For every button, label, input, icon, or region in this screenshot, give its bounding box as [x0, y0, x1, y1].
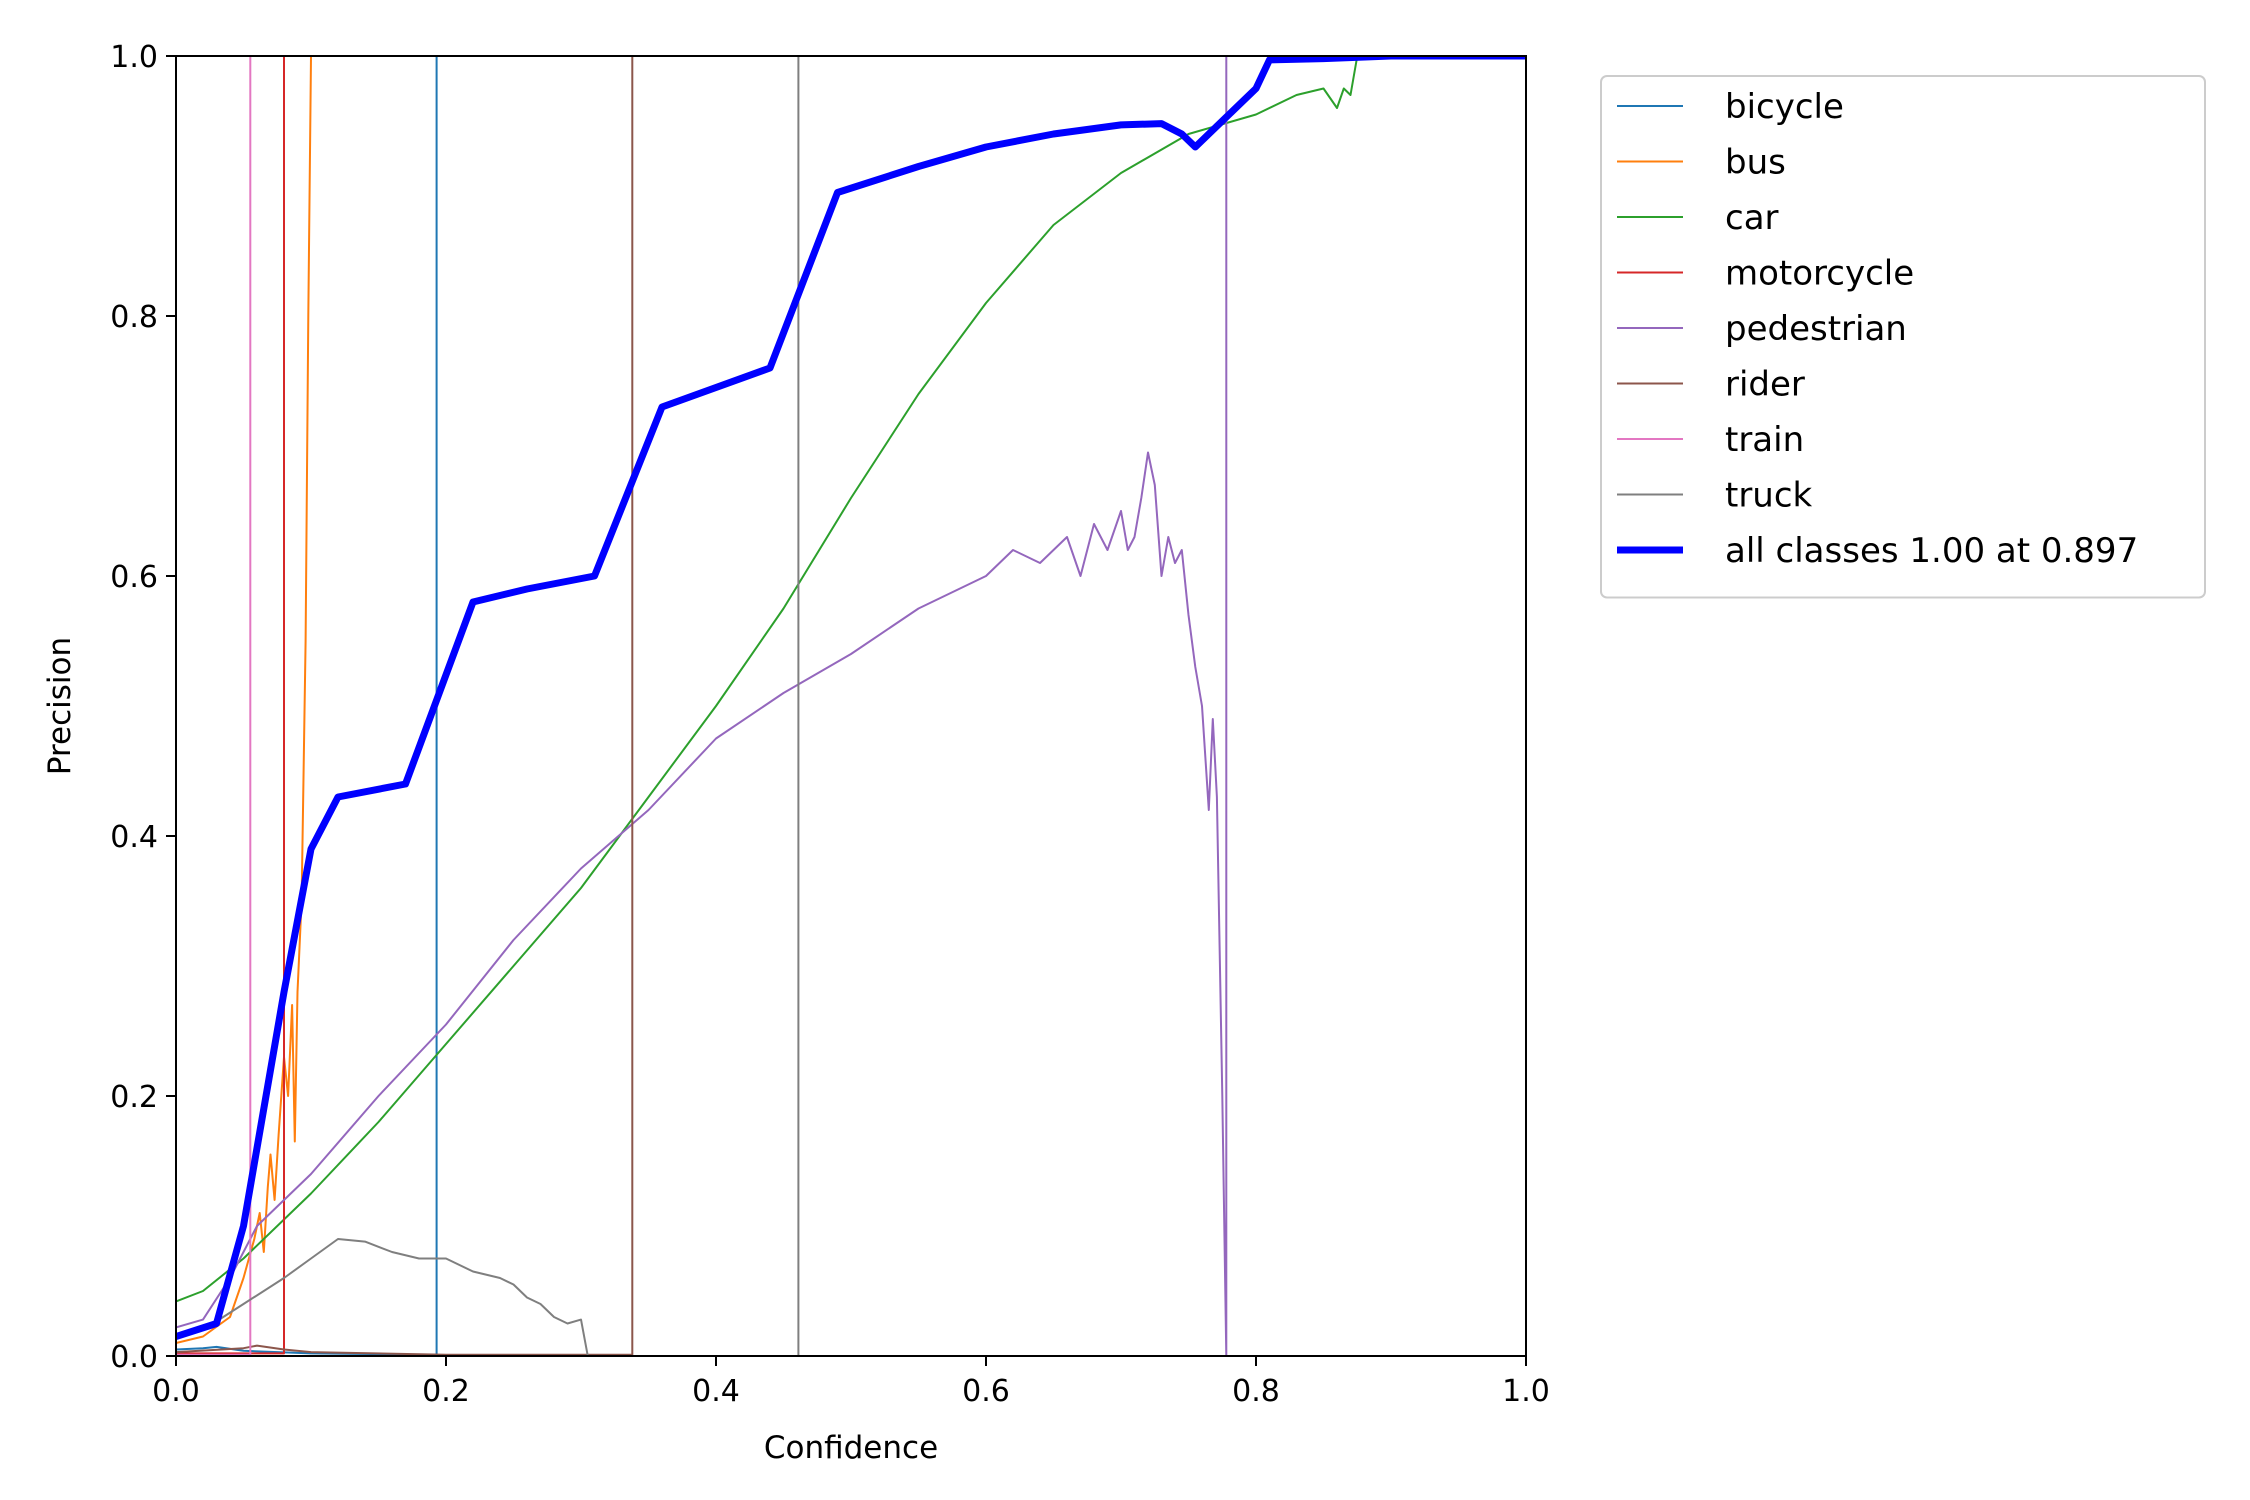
series-line-4 — [176, 56, 1526, 1356]
x-tick-label: 0.8 — [1232, 1374, 1280, 1409]
y-tick-label: 0.8 — [110, 300, 158, 335]
y-tick-label: 1.0 — [110, 40, 158, 75]
x-tick-label: 0.0 — [152, 1374, 200, 1409]
y-tick-label: 0.6 — [110, 560, 158, 595]
series-line-7 — [176, 56, 1526, 1356]
series-line-8 — [176, 56, 1526, 1340]
legend-entry-label: all classes 1.00 at 0.897 — [1725, 531, 2138, 571]
legend-entry-label: train — [1725, 420, 1804, 460]
x-axis-label: Confidence — [764, 1430, 938, 1466]
series-line-0 — [176, 56, 1526, 1356]
x-tick-label: 0.2 — [422, 1374, 470, 1409]
x-tick-label: 0.6 — [962, 1374, 1010, 1409]
legend-entry-label: car — [1725, 198, 1779, 238]
plot-frame — [175, 55, 1527, 1357]
legend-box — [1600, 75, 2206, 599]
y-tick-label: 0.0 — [110, 1340, 158, 1375]
legend: bicycle bus car motorcycle pedestrian rider tr… — [1600, 75, 2206, 599]
legend-entry-label: bus — [1725, 143, 1786, 183]
y-axis-label: Precision — [42, 637, 78, 775]
legend-entry-label: motorcycle — [1725, 254, 1914, 294]
x-tick-label: 0.4 — [692, 1374, 740, 1409]
legend-entry-label: truck — [1725, 476, 1813, 516]
legend-entry-label: pedestrian — [1725, 309, 1907, 349]
legend-entry-label: rider — [1725, 365, 1805, 405]
series-line-6 — [176, 56, 1526, 1356]
series-line-2 — [176, 56, 1526, 1303]
series-group — [176, 56, 1526, 1356]
x-axis: 0.0 0.2 0.4 0.6 0.8 1.0 — [152, 1356, 1550, 1409]
series-line-1 — [176, 56, 1526, 1344]
y-tick-label: 0.4 — [110, 820, 158, 855]
y-tick-label: 0.2 — [110, 1080, 158, 1115]
legend-entry-label: bicycle — [1725, 87, 1844, 127]
x-tick-label: 1.0 — [1502, 1374, 1550, 1409]
series-line-3 — [176, 56, 1526, 1355]
y-axis: 0.0 0.2 0.4 0.6 0.8 1.0 — [110, 40, 176, 1375]
